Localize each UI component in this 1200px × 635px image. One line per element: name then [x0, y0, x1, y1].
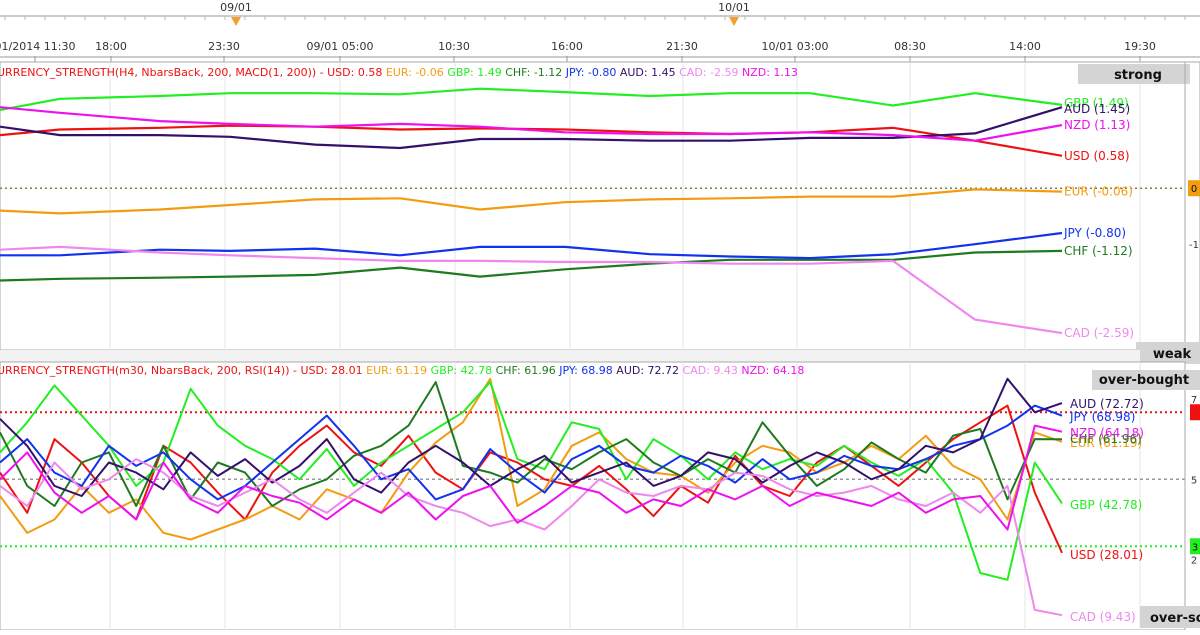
rsi-series-line-aud: [0, 377, 1063, 497]
macd-legend-gbp: GBP: 1.49: [447, 66, 505, 79]
rsi-series-line-jpy: [0, 404, 1063, 501]
rsi-series-line-gbp: [0, 381, 1063, 581]
rsi-series-line-eur: [0, 377, 1063, 541]
rsi-legend-chf: CHF: 61.96: [496, 364, 560, 377]
zero-level-marker: [1188, 180, 1200, 197]
time-axis-background: [0, 0, 1200, 58]
macd-title-prefix: URRENCY_STRENGTH(H4, NbarsBack, 200, MAC…: [0, 66, 327, 79]
time-axis-label: 23:30: [208, 40, 240, 53]
time-axis-label: 01/2014 11:30: [0, 40, 75, 53]
overbought-marker: [1190, 404, 1200, 421]
macd-end-label-eur: EUR (-0.06): [1064, 185, 1133, 199]
rsi-legend-nzd: NZD: 64.18: [741, 364, 804, 377]
rsi-end-label-eur: EUR (61.19): [1070, 436, 1142, 450]
rsi-end-label-gbp: GBP (42.78): [1070, 498, 1142, 512]
axis-label-zero: 0: [1191, 184, 1197, 195]
oversold-marker: [1190, 538, 1200, 555]
rsi-legend-eur: EUR: 61.19: [366, 364, 431, 377]
weak-zone-badge: [1136, 342, 1200, 364]
macd-panel-frame: [0, 61, 1200, 351]
rsi-series-line-chf: [0, 381, 1063, 507]
date-marker-label: 09/01: [220, 1, 252, 14]
rsi-end-label-jpy: JPY (68.98): [1069, 410, 1135, 424]
macd-legend-cad: CAD: -2.59: [679, 66, 742, 79]
macd-end-label-chf: CHF (-1.12): [1064, 244, 1133, 258]
rsi-axis-label-3: 3: [1192, 542, 1198, 553]
macd-series-line-chf: [0, 249, 1063, 282]
time-axis-label: 21:30: [666, 40, 698, 53]
macd-end-label-gbp: GBP (1.49): [1064, 96, 1129, 110]
macd-legend-aud: AUD: 1.45: [620, 66, 679, 79]
rsi-title-prefix: URRENCY_STRENGTH(m30, NbarsBack, 200, RS…: [0, 364, 300, 377]
macd-series-line-nzd: [0, 106, 1063, 142]
macd-indicator-title: URRENCY_STRENGTH(H4, NbarsBack, 200, MAC…: [0, 66, 798, 79]
strong-zone-label: strong: [1114, 68, 1162, 83]
time-axis-label: 16:00: [551, 40, 583, 53]
rsi-legend-usd: USD: 28.01: [300, 364, 366, 377]
rsi-legend-aud: AUD: 72.72: [616, 364, 682, 377]
time-axis-label: 14:00: [1009, 40, 1041, 53]
overbought-zone-label: over-bought: [1099, 373, 1189, 388]
rsi-axis-label-2: 2: [1191, 556, 1197, 567]
weak-zone-label: weak: [1153, 347, 1192, 362]
macd-series-line-cad: [0, 245, 1063, 335]
rsi-end-label-usd: USD (28.01): [1070, 548, 1143, 562]
macd-end-label-jpy: JPY (-0.80): [1063, 226, 1126, 240]
time-axis-label: 10/01 03:00: [762, 40, 829, 53]
macd-end-label-aud: AUD (1.45): [1064, 102, 1130, 116]
macd-legend-eur: EUR: -0.06: [386, 66, 447, 79]
time-axis-label: 18:00: [95, 40, 127, 53]
strong-zone-badge: [1078, 64, 1190, 84]
rsi-indicator-title: URRENCY_STRENGTH(m30, NbarsBack, 200, RS…: [0, 364, 804, 377]
rsi-end-label-cad: CAD (9.43): [1070, 610, 1136, 624]
time-axis-label: 10:30: [438, 40, 470, 53]
macd-end-label-cad: CAD (-2.59): [1064, 326, 1134, 340]
rsi-panel-frame: [0, 361, 1186, 631]
macd-series-line-aud: [0, 106, 1063, 150]
macd-series-line-jpy: [0, 231, 1063, 260]
rsi-legend-cad: CAD: 9.43: [683, 364, 742, 377]
macd-legend-nzd: NZD: 1.13: [742, 66, 798, 79]
time-axis-label: 19:30: [1124, 40, 1156, 53]
date-marker-triangle: [729, 17, 739, 26]
oversold-zone-label: over-so: [1150, 611, 1200, 626]
overbought-zone-badge: [1092, 370, 1200, 390]
panel-separator: [0, 350, 1140, 362]
rsi-axis-label-5: 5: [1191, 475, 1197, 486]
macd-end-label-nzd: NZD (1.13): [1064, 118, 1130, 132]
macd-legend-chf: CHF: -1.12: [505, 66, 566, 79]
rsi-axis-label-7: 7: [1191, 395, 1197, 406]
macd-series-line-eur: [0, 188, 1063, 215]
macd-legend-jpy: JPY: -0.80: [565, 66, 620, 79]
macd-legend-usd: USD: 0.58: [327, 66, 386, 79]
rsi-end-label-nzd: NZD (64.18): [1070, 426, 1144, 440]
rsi-legend-jpy: JPY: 68.98: [558, 364, 616, 377]
date-marker-label: 10/01: [718, 1, 750, 14]
macd-series-line-gbp: [0, 87, 1063, 112]
date-marker-triangle: [231, 17, 241, 26]
oversold-zone-badge: [1140, 606, 1200, 628]
rsi-end-label-aud: AUD (72.72): [1070, 397, 1144, 411]
rsi-legend-gbp: GBP: 42.78: [431, 364, 496, 377]
time-axis-label: 08:30: [894, 40, 926, 53]
axis-label-minus-one: -1: [1189, 240, 1199, 251]
rsi-end-label-chf: CHF (61.96): [1070, 432, 1142, 446]
rsi-series-line-cad: [0, 458, 1063, 617]
rsi-series-line-nzd: [0, 424, 1063, 531]
time-axis-label: 09/01 05:00: [307, 40, 374, 53]
macd-end-label-usd: USD (0.58): [1064, 149, 1130, 163]
